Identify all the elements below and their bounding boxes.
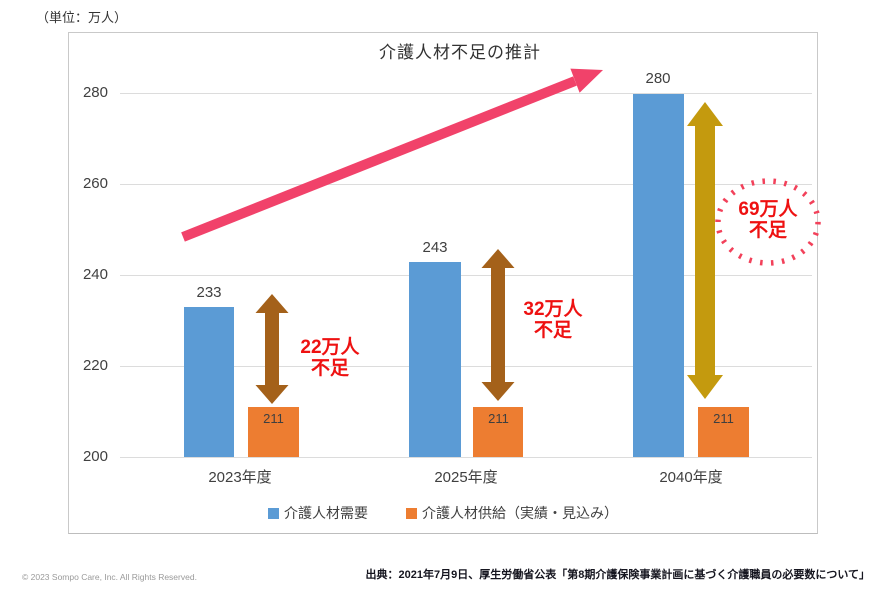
shortage-label-2025-line2: 不足	[533, 320, 572, 341]
gridline-220	[120, 366, 812, 367]
source-citation: 出典：2021年7月9日、厚生労働省公表「第8期介護保険事業計画に基づく介護職員…	[365, 569, 871, 581]
shortage-label-2025: 32万人 不足	[493, 299, 613, 341]
y-tick-200: 200	[82, 448, 108, 465]
legend-swatch-demand	[268, 507, 279, 519]
x-tick-2040: 2040年度	[659, 469, 723, 486]
value-label-supply-2025: 211	[488, 411, 509, 426]
bar-supply-2023	[248, 407, 299, 458]
value-label-supply-2040: 211	[713, 411, 734, 426]
axis-baseline-200	[120, 457, 812, 458]
bar-demand-2023	[184, 307, 234, 458]
y-tick-240: 240	[82, 266, 108, 283]
copyright-notice: © 2023 Sompo Care, Inc. All Rights Reser…	[22, 572, 197, 582]
shortage-label-2040-line2: 不足	[748, 220, 787, 241]
value-label-demand-2025: 243	[422, 239, 448, 256]
legend-label-demand: 介護人材需要	[284, 505, 368, 521]
gridline-240	[120, 275, 812, 276]
chart-title: 介護人材不足の推計	[379, 43, 541, 62]
bar-supply-2025	[473, 407, 523, 458]
shortage-label-2040-line1: 69万人	[738, 199, 798, 220]
y-tick-260: 260	[82, 175, 108, 192]
bar-demand-2040	[633, 93, 684, 458]
gridline-280	[120, 93, 812, 94]
x-tick-2025: 2025年度	[434, 469, 498, 486]
shortage-label-2023: 22万人 不足	[270, 337, 390, 379]
gridline-260	[120, 184, 812, 185]
chart-legend: 介護人材需要 介護人材供給（実績・見込み）	[68, 503, 818, 523]
legend-item-demand: 介護人材需要	[268, 503, 368, 523]
bar-demand-2025	[409, 262, 461, 458]
bar-supply-2040	[698, 407, 749, 458]
legend-swatch-supply	[406, 507, 417, 519]
value-label-supply-2023: 211	[263, 411, 284, 426]
shortage-label-2025-line1: 32万人	[523, 299, 583, 320]
shortage-label-2023-line2: 不足	[310, 358, 349, 379]
y-tick-280: 280	[82, 84, 108, 101]
unit-label: （単位：万人）	[36, 10, 128, 25]
legend-label-supply: 介護人材供給（実績・見込み）	[422, 505, 618, 521]
legend-item-supply: 介護人材供給（実績・見込み）	[406, 503, 618, 523]
shortage-label-2023-line1: 22万人	[300, 337, 360, 358]
x-tick-2023: 2023年度	[208, 469, 272, 486]
shortage-label-2040: 69万人 不足	[708, 199, 828, 241]
y-tick-220: 220	[82, 357, 108, 374]
value-label-demand-2023: 233	[196, 284, 222, 301]
value-label-demand-2040: 280	[645, 70, 671, 87]
